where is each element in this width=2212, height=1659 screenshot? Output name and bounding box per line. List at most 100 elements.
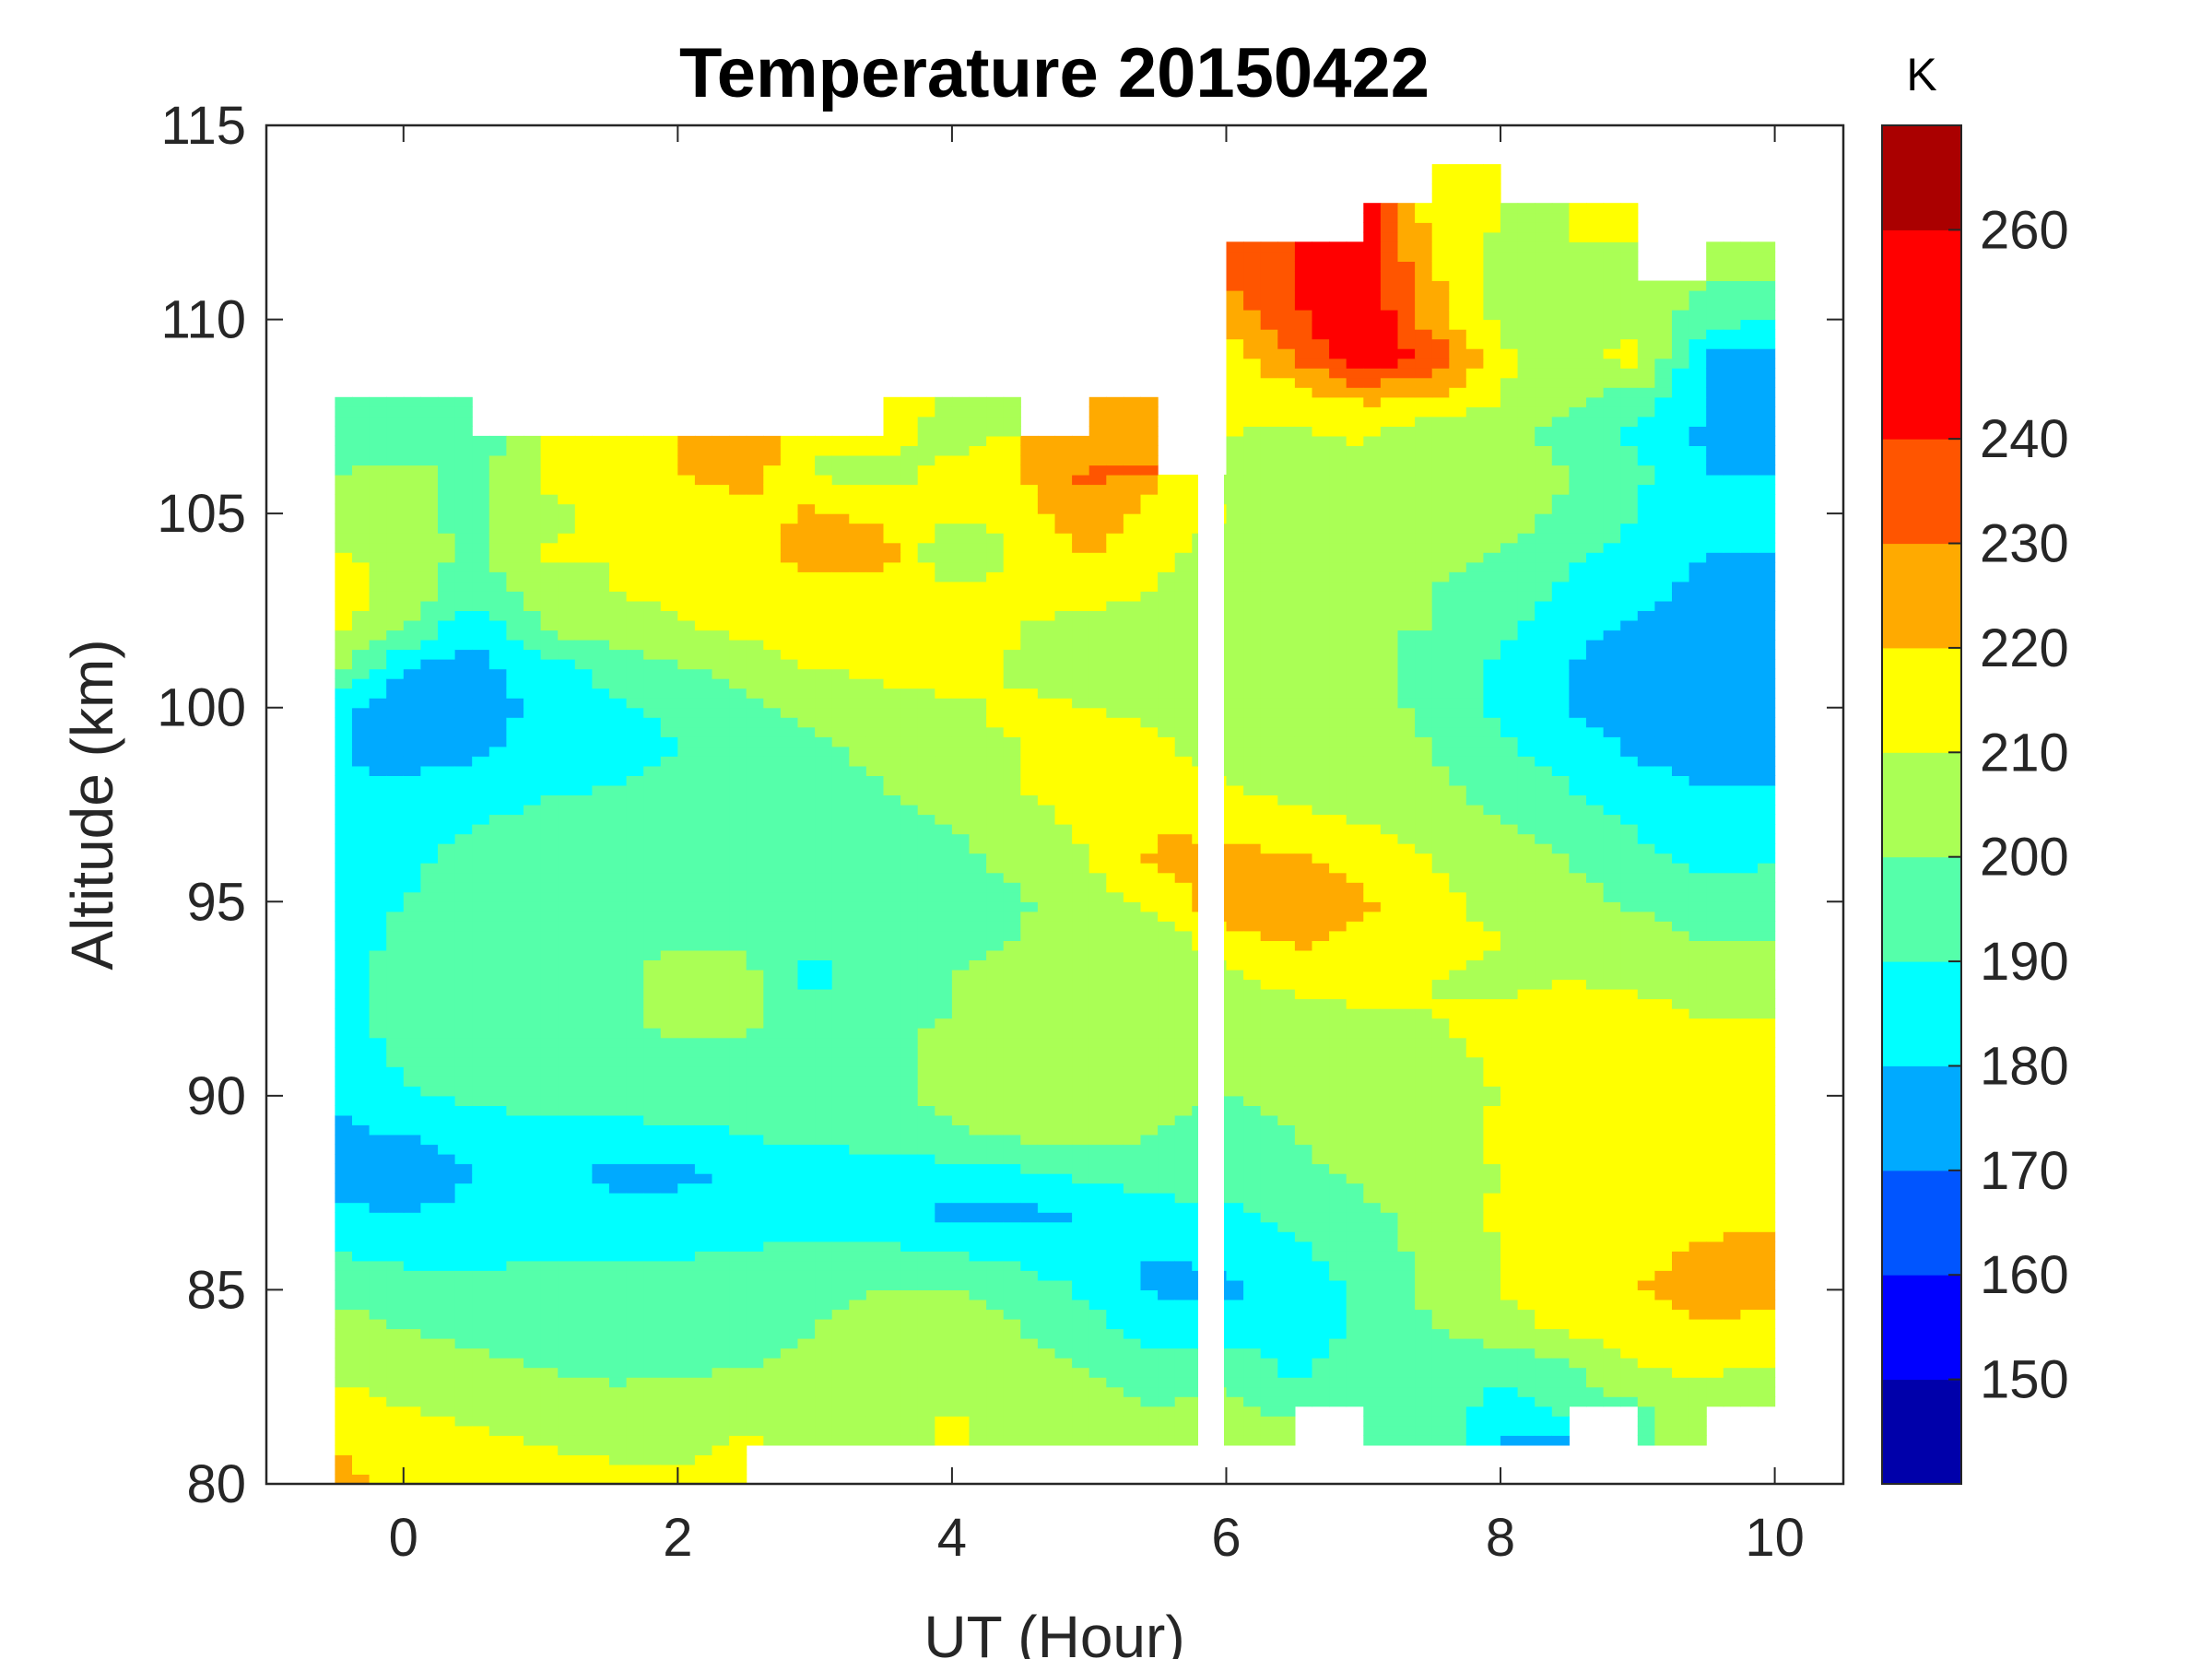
contour-cell: [1465, 989, 1484, 1000]
contour-cell: [1054, 998, 1073, 1009]
contour-cell: [1226, 1114, 1244, 1125]
contour-cell: [1346, 911, 1364, 922]
contour-cell: [626, 930, 644, 941]
contour-cell: [935, 1309, 953, 1320]
contour-cell: [1586, 1338, 1605, 1349]
contour-cell: [1329, 1135, 1347, 1146]
contour-cell: [1226, 1231, 1244, 1242]
contour-cell: [763, 1406, 782, 1417]
contour-cell: [1500, 1095, 1519, 1106]
contour-cell: [1106, 1212, 1124, 1223]
contour-cell: [626, 1300, 644, 1311]
contour-cell: [1088, 1338, 1107, 1349]
contour-cell: [1003, 1328, 1021, 1339]
contour-cell: [677, 891, 696, 902]
contour-cell: [1449, 1377, 1467, 1388]
contour-cell: [1140, 1386, 1159, 1397]
contour-cell: [506, 1347, 524, 1359]
contour-cell: [1123, 930, 1142, 941]
contour-cell: [900, 1056, 919, 1067]
contour-cell: [438, 949, 456, 960]
contour-cell: [712, 959, 730, 971]
contour-cell: [1072, 989, 1090, 1000]
contour-cell: [1688, 1241, 1707, 1252]
contour-cell: [1397, 1124, 1416, 1135]
contour-cell: [1483, 1173, 1501, 1184]
contour-cell: [1088, 891, 1107, 902]
contour-cell: [883, 1221, 901, 1232]
contour-cell: [335, 921, 353, 932]
contour-cell: [1260, 930, 1278, 941]
contour-cell: [1003, 1251, 1021, 1262]
contour-cell: [969, 989, 987, 1000]
contour-cell: [540, 1338, 559, 1349]
contour-cell: [420, 1241, 439, 1252]
contour-cell: [1260, 1300, 1278, 1311]
contour-cell: [1088, 1018, 1107, 1029]
contour-cell: [609, 1154, 628, 1165]
contour-cell: [1397, 1037, 1416, 1048]
contour-cell: [403, 1086, 421, 1097]
contour-cell: [403, 930, 421, 941]
contour-cell: [1123, 1386, 1142, 1397]
contour-cell: [729, 1377, 747, 1388]
contour-cell: [969, 1289, 987, 1300]
contour-cell: [694, 1338, 713, 1349]
contour-cell: [1517, 1231, 1535, 1242]
contour-cell: [1072, 1095, 1090, 1106]
contour-cell: [1088, 1105, 1107, 1116]
contour-cell: [1654, 1328, 1673, 1339]
contour-cell: [488, 1396, 507, 1407]
contour-cell: [1312, 949, 1330, 960]
contour-cell: [986, 1260, 1005, 1271]
contour-cell: [849, 1193, 867, 1204]
contour-cell: [1723, 1037, 1741, 1048]
contour-cell: [1329, 921, 1347, 932]
contour-cell: [815, 1212, 833, 1223]
contour-cell: [951, 891, 971, 902]
contour-cell: [1758, 989, 1776, 1000]
contour-cell: [1758, 1202, 1776, 1213]
contour-cell: [1312, 1241, 1330, 1252]
contour-cell: [677, 872, 696, 883]
contour-cell: [1312, 1289, 1330, 1300]
contour-cell: [1054, 1396, 1073, 1407]
contour-cell: [1603, 1047, 1621, 1058]
contour-cell: [797, 1095, 816, 1106]
contour-cell: [403, 1435, 421, 1446]
contour-cell: [1140, 1066, 1159, 1077]
contour-cell: [831, 1406, 850, 1417]
contour-cell: [1243, 1406, 1262, 1417]
contour-cell: [1123, 1124, 1142, 1135]
contour-cell: [1020, 1377, 1039, 1388]
contour-cell: [1431, 940, 1450, 951]
contour-cell: [1106, 1154, 1124, 1165]
contour-cell: [1346, 959, 1364, 971]
contour-cell: [454, 1212, 473, 1223]
contour-cell: [592, 1464, 610, 1475]
contour-cell: [746, 1241, 764, 1252]
contour-cell: [1551, 911, 1570, 922]
contour-cell: [1260, 1386, 1278, 1397]
contour-cell: [1620, 1367, 1639, 1378]
contour-cell: [1758, 1212, 1776, 1223]
contour-cell: [1688, 1347, 1707, 1359]
contour-cell: [780, 1212, 799, 1223]
contour-cell: [1603, 1358, 1621, 1369]
contour-cell: [1226, 1289, 1244, 1300]
contour-cell: [1054, 1144, 1073, 1155]
contour-cell: [1037, 998, 1056, 1009]
contour-cell: [660, 1300, 678, 1311]
contour-cell: [1174, 872, 1193, 883]
contour-cell: [951, 949, 971, 960]
contour-cell: [472, 1474, 490, 1485]
contour-cell: [1140, 998, 1159, 1009]
contour-cell: [386, 882, 405, 893]
contour-cell: [1037, 1435, 1056, 1446]
contour-cell: [574, 1047, 593, 1058]
contour-cell: [1020, 949, 1039, 960]
contour-cell: [626, 1260, 644, 1271]
contour-cell: [1072, 1018, 1090, 1029]
contour-cell: [1226, 1212, 1244, 1223]
contour-cell: [1277, 882, 1296, 893]
